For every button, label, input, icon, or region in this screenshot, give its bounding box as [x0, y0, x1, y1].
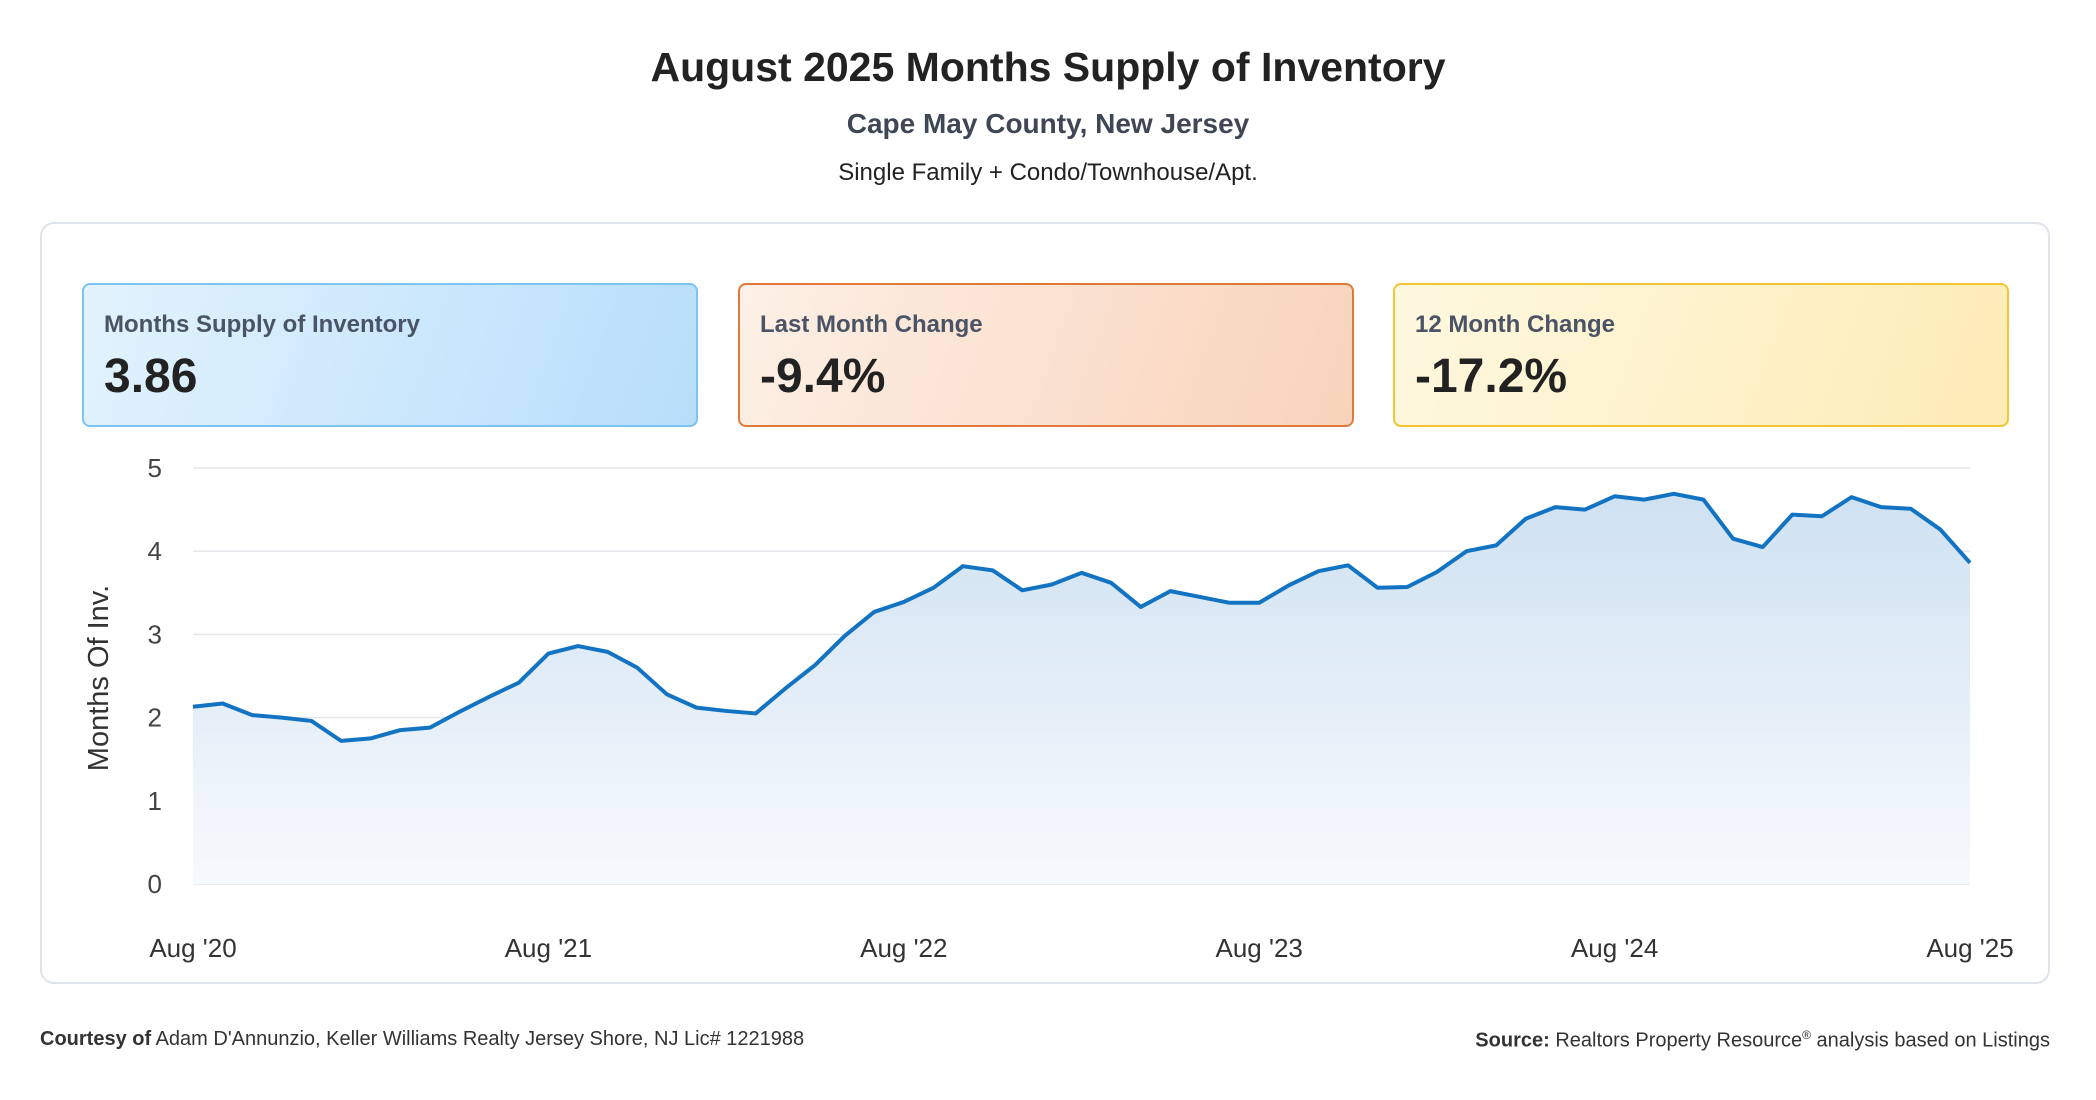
- x-tick-label: Aug '20: [149, 933, 236, 963]
- twelve-month-change-value: -17.2%: [1415, 350, 1568, 403]
- source-footer: Source: Realtors Property Resource® anal…: [1475, 1028, 2050, 1053]
- y-axis-ticks: 0 1 2 3 4 5: [148, 453, 162, 899]
- series-line: [192, 491, 1972, 743]
- x-axis-ticks: Aug '20 Aug '21 Aug '22 Aug '23 Aug '24 Aug '…: [149, 933, 2013, 963]
- last-month-change-card: Last Month Change -9.4%: [738, 283, 1354, 427]
- source-label: Source:: [1475, 1029, 1550, 1052]
- y-tick-label: 2: [148, 703, 162, 733]
- x-tick-label: Aug '21: [505, 933, 592, 963]
- y-tick-label: 4: [148, 536, 162, 566]
- x-tick-label: Aug '22: [860, 933, 947, 963]
- y-tick-label: 0: [148, 869, 162, 899]
- y-tick-label: 3: [148, 619, 162, 649]
- series-line-path: [192, 491, 1972, 743]
- months-supply-card: Months Supply of Inventory 3.86: [82, 283, 698, 427]
- twelve-month-change-card: 12 Month Change -17.2%: [1393, 283, 2009, 427]
- x-tick-label: Aug '23: [1216, 933, 1303, 963]
- courtesy-footer: Courtesy of Adam D'Annunzio, Keller Will…: [40, 1028, 804, 1051]
- y-tick-label: 5: [148, 453, 162, 483]
- source-text: Realtors Property Resource: [1555, 1029, 1803, 1052]
- last-month-change-label: Last Month Change: [760, 311, 983, 338]
- series-area: [193, 493, 1970, 884]
- source-suffix: analysis based on Listings: [1810, 1029, 2051, 1052]
- months-supply-value: 3.86: [104, 350, 198, 403]
- registered-mark: ®: [1802, 1028, 1811, 1042]
- last-month-change-value: -9.4%: [760, 350, 886, 403]
- y-tick-label: 1: [148, 786, 162, 816]
- y-axis-label: Months Of Inv.: [83, 585, 115, 771]
- x-tick-label: Aug '25: [1926, 933, 2013, 963]
- x-tick-label: Aug '24: [1571, 933, 1658, 963]
- twelve-month-change-label: 12 Month Change: [1415, 311, 1616, 338]
- chart-subtitle: Cape May County, New Jersey: [846, 108, 1250, 139]
- area-fill: [193, 493, 1970, 884]
- courtesy-label: Courtesy of: [40, 1028, 152, 1050]
- courtesy-text: Adam D'Annunzio, Keller Williams Realty …: [155, 1028, 805, 1050]
- chart-title: August 2025 Months Supply of Inventory: [650, 44, 1446, 90]
- chart-subtitle-secondary: Single Family + Condo/Townhouse/Apt.: [838, 159, 1258, 186]
- months-supply-label: Months Supply of Inventory: [104, 311, 420, 338]
